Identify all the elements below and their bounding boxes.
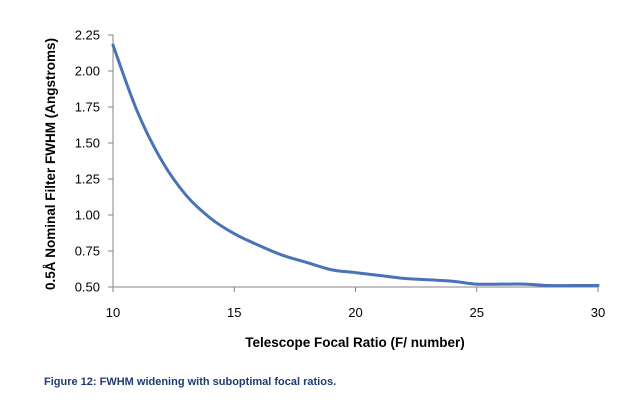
series-line bbox=[111, 43, 600, 288]
y-tick-label: 1.50 bbox=[75, 136, 100, 151]
y-tick-label: 1.00 bbox=[75, 208, 100, 223]
y-tick-label: 2.25 bbox=[75, 28, 100, 43]
axes: 0.50 0.75 1.00 1.25 1.50 1.75 2.00 2.25 10 15 20 25… bbox=[75, 28, 606, 321]
figure-caption: Figure 12: FWHM widening with suboptimal… bbox=[44, 376, 337, 388]
y-tick-label: 1.25 bbox=[75, 172, 100, 187]
y-tick-label: 0.75 bbox=[75, 244, 100, 259]
series-group bbox=[111, 43, 600, 288]
y-axis-title: 0.5Å Nominal Filter FWHM (Angstroms) bbox=[43, 38, 58, 290]
x-tick-label: 25 bbox=[470, 305, 484, 320]
x-tick-label: 30 bbox=[591, 305, 605, 320]
x-tick-label: 10 bbox=[106, 305, 120, 320]
y-tick-label: 2.00 bbox=[75, 64, 100, 79]
y-tick-label: 1.75 bbox=[75, 100, 100, 115]
x-tick-label: 15 bbox=[227, 305, 241, 320]
x-axis-title: Telescope Focal Ratio (F/ number) bbox=[245, 335, 465, 350]
y-tick-label: 0.50 bbox=[75, 280, 100, 295]
x-tick-label: 20 bbox=[348, 305, 362, 320]
